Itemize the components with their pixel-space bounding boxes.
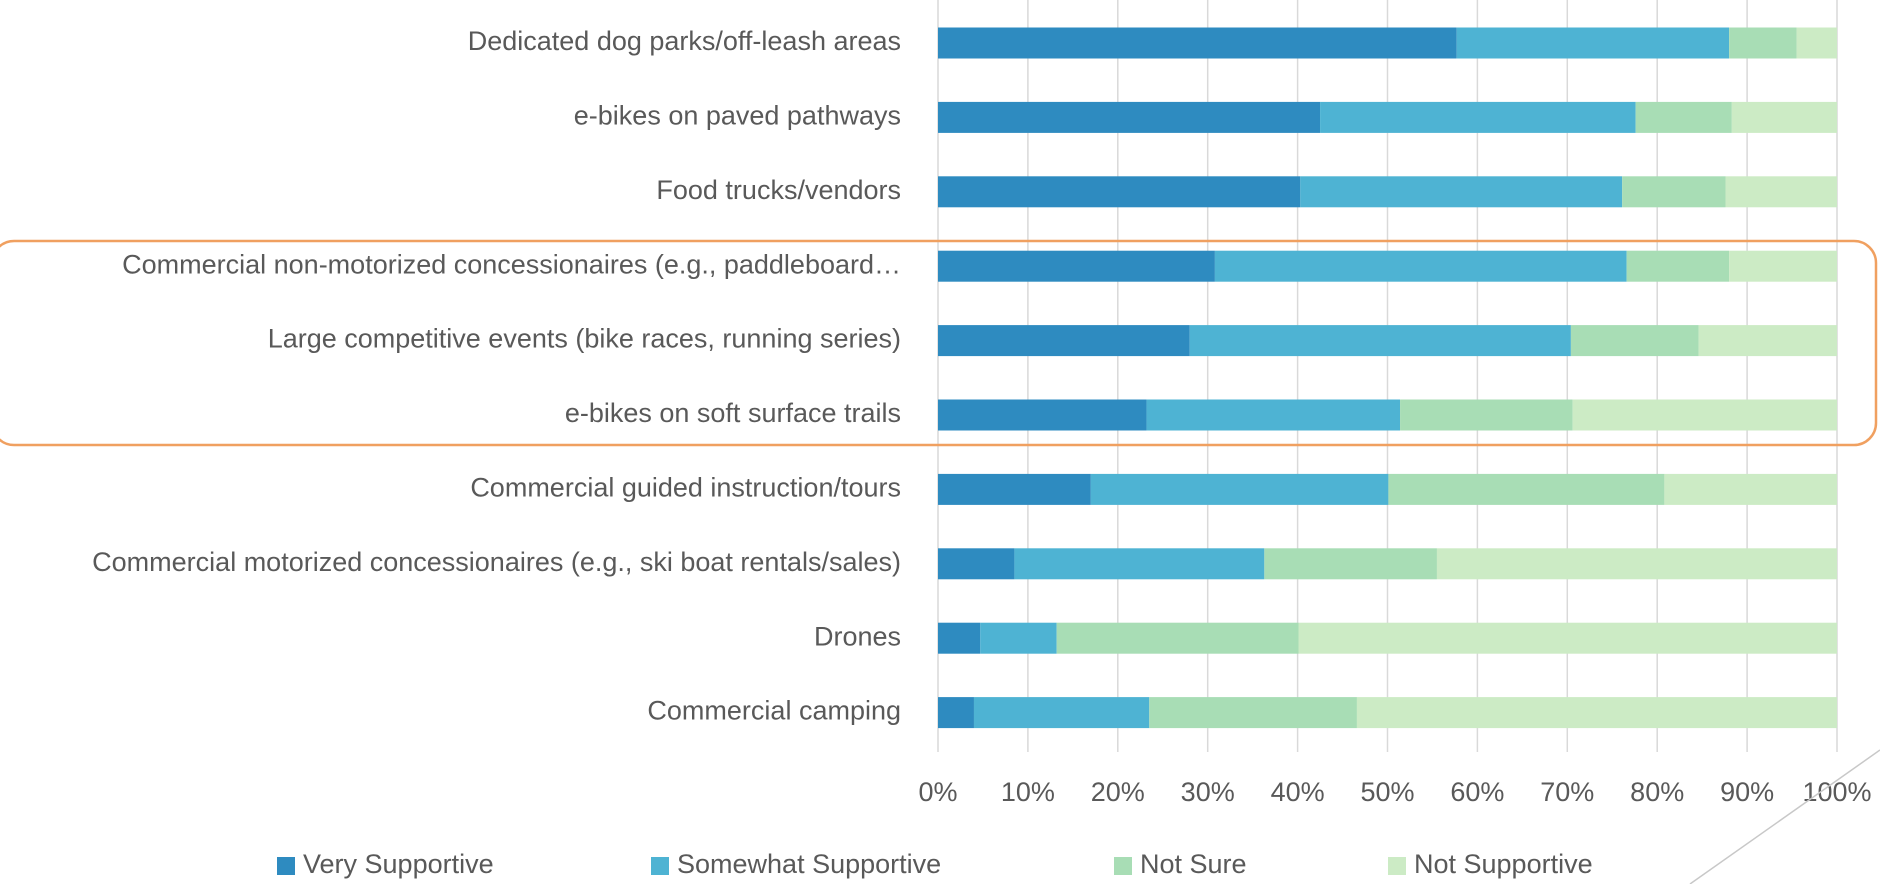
legend-label: Very Supportive [303, 849, 494, 879]
legend-swatch [277, 857, 295, 875]
bar-segment [1635, 101, 1732, 133]
bar-segment [1146, 399, 1401, 431]
bar-segment [1300, 176, 1623, 208]
bar-segment [1149, 697, 1357, 729]
bar-segment [938, 27, 1457, 59]
bar-segment [1796, 27, 1837, 59]
bar-segment [1320, 101, 1636, 133]
y-tick-label: Large competitive events (bike races, ru… [268, 324, 901, 354]
bar-segment [1698, 325, 1837, 357]
bar-segment [1729, 27, 1797, 59]
bar-segment [938, 101, 1321, 133]
bar-segment [1570, 325, 1699, 357]
bar-segment [938, 250, 1215, 282]
bar-segment [980, 622, 1057, 654]
bar-segment [1189, 325, 1571, 357]
labels: 0% 10% 20% 30% 40% 50% 60% 70% 80% 90% 100% Dedicat… [92, 26, 1871, 807]
bar-segment [1456, 27, 1730, 59]
bar-segment [1014, 548, 1265, 580]
x-tick-label: 10% [1001, 777, 1055, 807]
bar-segment [938, 176, 1301, 208]
legend-label: Somewhat Supportive [677, 849, 941, 879]
x-tick-label: 30% [1181, 777, 1235, 807]
x-tick-label: 50% [1360, 777, 1414, 807]
bar-segment [1436, 548, 1837, 580]
x-tick-label: 90% [1720, 777, 1774, 807]
legend-swatch [1114, 857, 1132, 875]
x-tick-label: 20% [1091, 777, 1145, 807]
x-tick-label: 70% [1540, 777, 1594, 807]
bars [938, 27, 1837, 729]
bar-segment [938, 622, 981, 654]
y-tick-label: Commercial camping [647, 696, 901, 726]
bar-segment [1725, 176, 1837, 208]
bar-segment [1214, 250, 1627, 282]
y-tick-label: Drones [814, 621, 901, 651]
y-tick-label: Commercial non-motorized concessionaires… [122, 249, 901, 279]
decoration-line [1689, 749, 1880, 884]
bar-segment [1056, 622, 1299, 654]
x-tick-label: 80% [1630, 777, 1684, 807]
bar-segment [938, 325, 1190, 357]
y-tick-label: Food trucks/vendors [656, 175, 901, 205]
legend-swatch [651, 857, 669, 875]
bar-segment [1090, 473, 1389, 505]
bar-segment [973, 697, 1150, 729]
y-tick-label: Dedicated dog parks/off-leash areas [468, 26, 901, 56]
legend-swatch [1388, 857, 1406, 875]
legend-label: Not Sure [1140, 849, 1247, 879]
bar-segment [1264, 548, 1437, 580]
bar-segment [938, 697, 974, 729]
bar-segment [1298, 622, 1837, 654]
bar-segment [938, 473, 1091, 505]
bar-segment [1400, 399, 1573, 431]
bar-segment [1572, 399, 1837, 431]
legend: Very Supportive Somewhat Supportive Not Su… [277, 849, 1593, 879]
y-tick-label: Commercial motorized concessionaires (e.… [92, 547, 901, 577]
bar-segment [1664, 473, 1837, 505]
bar-segment [1626, 250, 1730, 282]
y-tick-label: Commercial guided instruction/tours [470, 473, 901, 503]
bar-segment [1729, 250, 1837, 282]
y-tick-label: e-bikes on soft surface trails [565, 398, 901, 428]
bar-segment [1356, 697, 1837, 729]
highlight-box [0, 239, 1878, 447]
x-tick-label: 100% [1802, 777, 1871, 807]
legend-label: Not Supportive [1414, 849, 1593, 879]
y-tick-label: e-bikes on paved pathways [574, 101, 901, 131]
bar-segment [938, 399, 1147, 431]
x-tick-label: 60% [1450, 777, 1504, 807]
bar-segment [1622, 176, 1726, 208]
x-tick-label: 0% [918, 777, 957, 807]
bar-segment [1731, 101, 1837, 133]
bar-segment [1388, 473, 1665, 505]
x-tick-label: 40% [1271, 777, 1325, 807]
bar-segment [938, 548, 1015, 580]
